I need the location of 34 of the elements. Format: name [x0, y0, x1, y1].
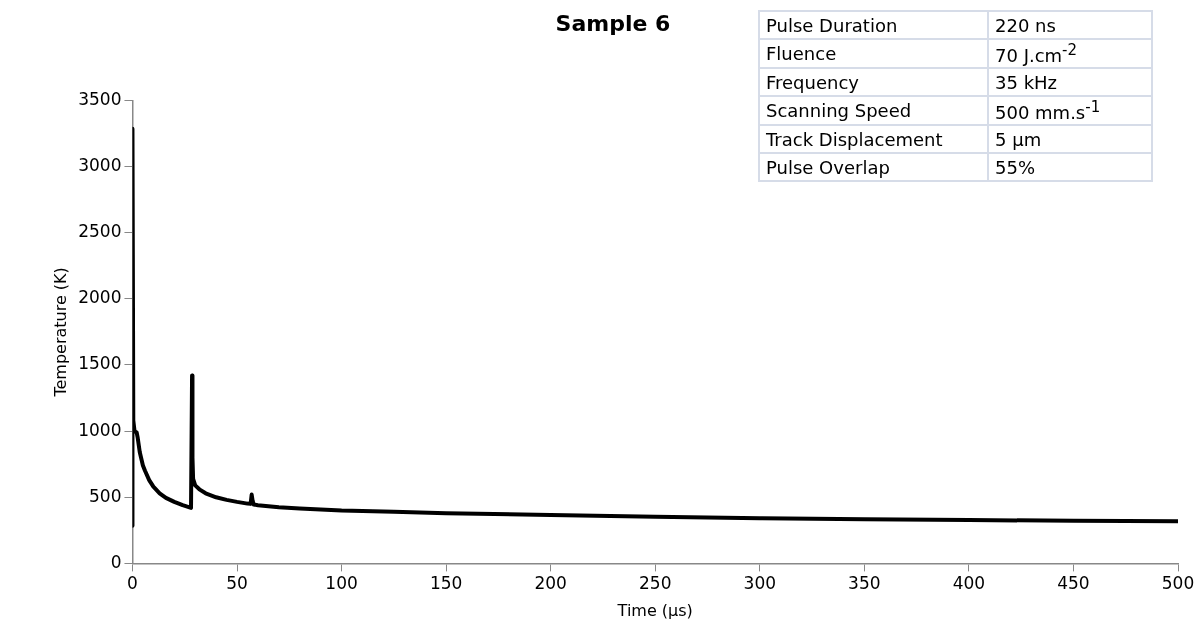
- y-tick-label: 3500: [78, 88, 122, 109]
- x-tick-label: 200: [534, 573, 567, 594]
- annotation: 55%: [988, 153, 1152, 181]
- x-tick-label: 300: [743, 573, 777, 594]
- x-tick-label: 450: [1057, 573, 1090, 594]
- chart-title: Sample 6: [555, 10, 671, 36]
- text: Fluence: [759, 39, 988, 68]
- x-tick-label: 50: [226, 573, 248, 594]
- y-tick-label: 1500: [78, 353, 122, 374]
- x-tick-label: 0: [127, 573, 138, 594]
- y-tick-label: 3000: [78, 154, 122, 175]
- x-tick-label: 250: [639, 573, 672, 594]
- y-axis-title: Temperature (K): [50, 267, 70, 398]
- annotation: 5 µm: [988, 125, 1152, 153]
- x-tick-label: 150: [429, 573, 463, 594]
- x-tick-label: 500: [1161, 573, 1195, 594]
- y-tick-label: 500: [89, 485, 122, 506]
- annotation: Scanning Speed: [759, 96, 988, 125]
- text: 220 ns: [988, 11, 1152, 39]
- annotation: Track Displacement: [759, 125, 988, 153]
- annotation: 500 mm.s$^{-1}$: [988, 96, 1152, 125]
- text: 70 J.cm$^{-2}$: [988, 39, 1152, 68]
- y-tick-label: 2500: [78, 221, 122, 242]
- annotation: Pulse Overlap: [759, 153, 988, 181]
- text: 35 kHz: [988, 68, 1152, 96]
- x-tick-label: 350: [848, 573, 881, 594]
- x-tick-label: 400: [952, 573, 986, 594]
- y-tick-label: 1000: [78, 419, 122, 440]
- text: Frequency: [759, 68, 988, 96]
- x-tick-label: 100: [325, 573, 358, 594]
- x-axis-title: Time (µs): [616, 600, 693, 620]
- y-tick-label: 0: [110, 551, 122, 572]
- y-tick-label: 2000: [78, 287, 122, 308]
- text: Pulse Duration: [759, 11, 988, 39]
